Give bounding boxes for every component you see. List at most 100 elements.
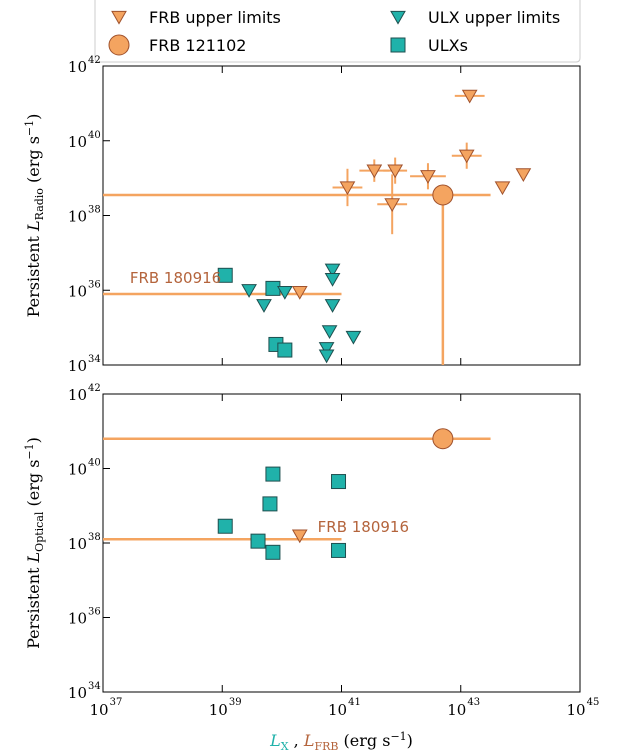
frb-180916-annotation: FRB 180916 — [318, 518, 409, 536]
y-tick-label-exp: 42 — [88, 55, 101, 66]
ulx-upper-limit-point — [241, 284, 257, 298]
x-label-sub-1: X — [281, 740, 289, 753]
ulx-upper-limit-point — [324, 272, 341, 287]
frb-121102-point — [432, 184, 454, 206]
y-tick-label: 10 — [68, 208, 87, 226]
ulx-upper-limit-point — [345, 330, 362, 345]
y-tick-label: 10 — [68, 282, 87, 300]
frb-upper-limit-point — [366, 164, 383, 179]
ulx-upper-limit-point — [256, 299, 272, 313]
legend-frame — [94, 0, 581, 63]
y-tick-label-exp: 36 — [88, 279, 101, 290]
y-label-symbol: L — [24, 552, 43, 564]
x-tick-label-exp: 43 — [467, 697, 480, 708]
frb-upper-limit-point — [339, 181, 356, 196]
y-label-sub: Radio — [33, 188, 46, 221]
x-axis-label: LX , LFRB (erg s−1) — [269, 730, 413, 753]
legend-marker-triangle — [111, 10, 127, 25]
frb-upper-limit-point — [291, 529, 308, 544]
y-tick-label: 10 — [68, 386, 87, 404]
data-layer — [103, 89, 532, 365]
y-label-prefix: Persistent — [24, 562, 43, 648]
legend-label: ULXs — [428, 36, 468, 55]
ulx-point — [265, 466, 281, 482]
x-label-units: (erg s — [338, 731, 390, 750]
legend-marker-triangle — [390, 10, 406, 25]
y-label-exp: −1 — [23, 443, 36, 459]
y-tick-label-exp: 40 — [88, 458, 101, 469]
legend: FRB upper limits ULX upper limits FRB 1211… — [94, 0, 581, 63]
y-tick-label-exp: 34 — [88, 681, 101, 692]
frb-upper-limit-point — [461, 89, 478, 104]
y-tick-label: 10 — [68, 461, 87, 479]
frb-upper-limit-point — [515, 168, 532, 183]
frb-121102-point — [432, 428, 454, 450]
x-tick-label-exp: 45 — [587, 697, 600, 708]
y-tick-label: 10 — [68, 133, 87, 151]
ulx-upper-limit-point — [276, 286, 293, 300]
frb-upper-limit-point — [494, 181, 511, 196]
x-label-symbol-2: L — [303, 731, 315, 750]
x-tick-label: 10 — [447, 701, 466, 719]
data-layer — [103, 428, 491, 560]
x-tick-label-exp: 41 — [348, 697, 361, 708]
x-label-sub-2: FRB — [314, 740, 338, 753]
y-tick-label: 10 — [68, 535, 87, 553]
frb-180916-annotation: FRB 180916 — [130, 269, 221, 287]
legend-marker-circle — [108, 34, 130, 56]
legend-label: FRB upper limits — [149, 8, 281, 27]
y-tick-label-exp: 38 — [88, 532, 101, 543]
ulx-point — [250, 533, 266, 549]
frb-upper-limit-point — [420, 170, 436, 184]
ulx-point — [217, 518, 233, 534]
y-label-units: (erg s — [24, 136, 43, 188]
ulx-point — [331, 474, 347, 490]
y-label-sub: Optical — [33, 511, 46, 552]
ulx-upper-limit-point — [324, 299, 341, 313]
ulx-upper-limit-point — [318, 342, 335, 356]
y-tick-label-exp: 42 — [88, 383, 101, 394]
y-label-exp: −1 — [23, 120, 36, 136]
ulx-point — [265, 544, 281, 560]
y-tick-label: 10 — [68, 684, 87, 702]
y-tick-label-exp: 34 — [88, 354, 101, 365]
y-tick-label: 10 — [68, 58, 87, 76]
ulx-upper-limit-point — [318, 349, 335, 364]
x-label-sep: , — [289, 731, 304, 750]
x-tick-label-exp: 37 — [110, 697, 123, 708]
x-tick-label: 10 — [89, 701, 108, 719]
x-tick-label: 10 — [566, 701, 585, 719]
y-tick-label: 10 — [68, 610, 87, 628]
x-label-symbol-1: L — [269, 731, 281, 750]
axes-frame — [102, 65, 581, 366]
ulx-upper-limit-point — [321, 325, 338, 340]
x-tick-label-exp: 39 — [229, 697, 242, 708]
y-tick-label-exp: 38 — [88, 205, 101, 216]
y-label-close: ) — [24, 114, 43, 120]
frb-upper-limit-point — [384, 198, 401, 212]
ulx-point — [217, 267, 233, 283]
x-tick-label: 10 — [328, 701, 347, 719]
legend-label: FRB 121102 — [149, 36, 246, 55]
y-label-symbol: L — [24, 220, 43, 232]
ulx-point — [331, 542, 347, 558]
frb-upper-limit-point — [291, 286, 308, 300]
frb-upper-limit-point — [387, 164, 404, 179]
x-tick-label: 10 — [209, 701, 228, 719]
legend-label: ULX upper limits — [428, 8, 560, 27]
y-tick-label: 10 — [68, 357, 87, 375]
y-axis-label: Persistent LRadio (erg s−1) — [23, 114, 46, 318]
y-axis-label: Persistent LOptical (erg s−1) — [23, 437, 46, 649]
y-label-units: (erg s — [24, 460, 43, 512]
y-label-close: ) — [24, 437, 43, 443]
ulx-point — [277, 342, 293, 358]
frb-upper-limit-point — [458, 149, 475, 164]
x-label-exp: −1 — [390, 730, 406, 743]
legend-marker-square — [390, 37, 406, 53]
y-tick-label-exp: 40 — [88, 130, 101, 141]
ulx-point — [262, 496, 278, 512]
ulx-upper-limit-point — [324, 263, 341, 278]
